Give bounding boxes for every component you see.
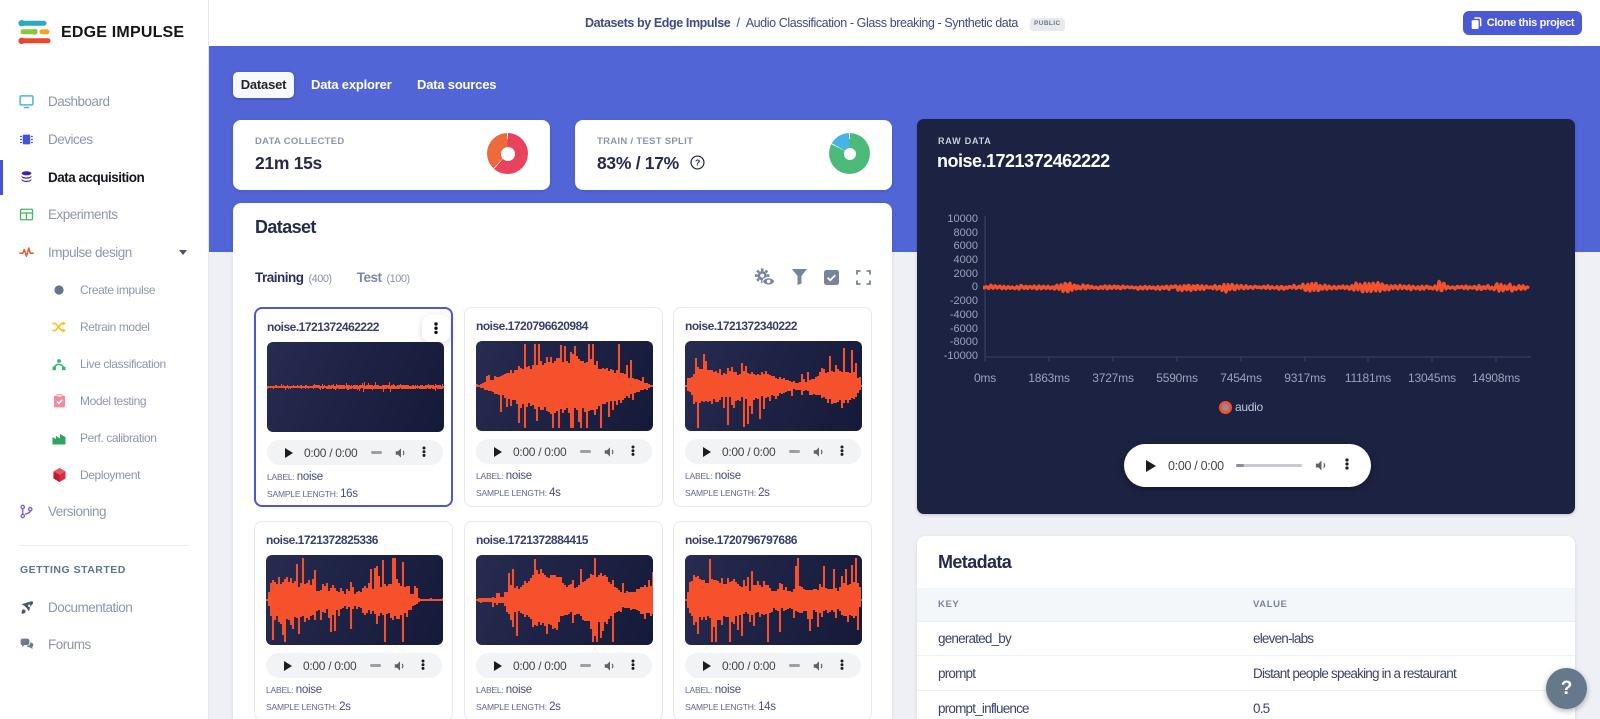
svg-text:?: ? — [694, 158, 699, 168]
